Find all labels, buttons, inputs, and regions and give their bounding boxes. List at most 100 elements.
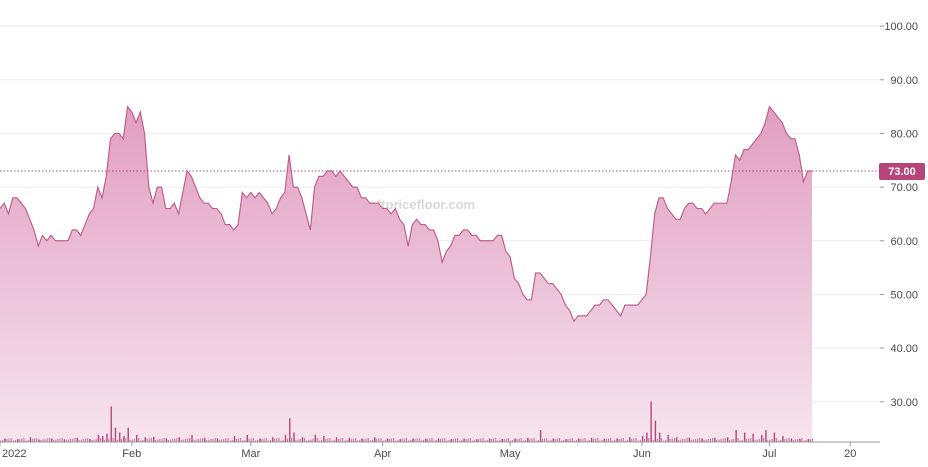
volume-bar-base — [2, 440, 4, 442]
volume-bar-base — [733, 439, 735, 442]
volume-bar-base — [739, 440, 741, 442]
volume-bar-base — [252, 438, 254, 442]
volume-bar-base — [588, 440, 590, 442]
volume-bar-base — [508, 438, 510, 442]
volume-bar-base — [522, 440, 524, 442]
price-tag-label: 73.00 — [888, 166, 916, 178]
volume-bar-base — [582, 438, 584, 442]
volume-bar-base — [586, 440, 588, 442]
volume-bar-base — [465, 439, 467, 442]
volume-bar-base — [161, 438, 163, 442]
y-tick-label: 60.00 — [890, 236, 918, 248]
volume-bar-base — [48, 438, 50, 442]
y-tick-label: 30.00 — [890, 397, 918, 409]
volume-bar-base — [452, 439, 454, 442]
volume-bar-base — [775, 438, 777, 442]
volume-bar-base — [93, 439, 95, 442]
x-tick-label: Mar — [241, 448, 260, 460]
volume-bar-base — [85, 438, 87, 442]
current-price-tag: 73.00 — [879, 162, 925, 180]
volume-bar-base — [684, 438, 686, 442]
volume-bar-base — [663, 440, 665, 442]
volume-bar-base — [569, 438, 571, 442]
volume-bar-base — [573, 440, 575, 442]
volume-bar-base — [235, 439, 237, 442]
volume-bar-base — [187, 438, 189, 442]
volume-bar — [38, 439, 40, 442]
volume-bar — [760, 434, 763, 443]
volume-bar-base — [87, 438, 89, 442]
volume-bar — [314, 434, 316, 443]
volume-bar — [289, 418, 291, 442]
volume-bar-base — [709, 438, 711, 442]
volume-bar-base — [34, 438, 36, 442]
volume-bar-base — [346, 440, 348, 442]
volume-bar-base — [699, 438, 701, 442]
volume-bar — [106, 433, 108, 442]
volume-bar — [650, 401, 652, 443]
volume-bar — [348, 437, 350, 442]
volume-bar — [527, 437, 529, 442]
volume-bar-base — [720, 439, 722, 442]
volume-bar-base — [656, 439, 658, 442]
volume-bar-base — [174, 438, 176, 442]
volume-bar — [178, 437, 180, 442]
volume-bar — [450, 439, 453, 442]
volume-bar — [374, 437, 376, 442]
volume-bar-base — [474, 440, 476, 442]
volume-bar-base — [327, 438, 329, 442]
volume-bar-base — [561, 440, 563, 442]
volume-bar-base — [682, 439, 684, 442]
volume-bar-base — [331, 440, 333, 442]
volume-bar-base — [788, 438, 790, 442]
volume-bar-base — [218, 440, 220, 442]
volume-bar-base — [499, 440, 501, 442]
volume-bar-base — [737, 438, 739, 442]
volume-bar-base — [503, 439, 505, 442]
volume-bar-base — [620, 438, 622, 442]
volume-bar-base — [533, 438, 535, 442]
volume-bar — [4, 438, 6, 442]
volume-bar-base — [731, 439, 733, 442]
volume-bar-base — [794, 439, 796, 442]
volume-bar-base — [435, 440, 437, 442]
volume-bar — [29, 437, 32, 442]
volume-bar-base — [556, 438, 558, 442]
volume-bar-base — [469, 438, 471, 442]
volume-bar-base — [189, 438, 191, 442]
volume-bar-base — [46, 438, 48, 442]
volume-bar-base — [457, 438, 458, 442]
volume-bar-base — [104, 440, 106, 442]
volume-bar-base — [695, 439, 697, 442]
volume-bar-base — [59, 438, 61, 442]
volume-bar-base — [19, 439, 21, 442]
volume-bar-base — [571, 438, 573, 442]
volume-bar — [102, 436, 104, 442]
volume-bar-base — [257, 440, 259, 442]
volume-bar-base — [624, 440, 626, 442]
volume-bar-base — [61, 438, 63, 442]
volume-bar-base — [210, 439, 212, 442]
volume-bar-base — [801, 438, 803, 442]
volume-bar-base — [520, 438, 522, 442]
volume-bar-base — [357, 440, 359, 442]
volume-bar-base — [467, 438, 469, 442]
volume-bar — [233, 436, 236, 442]
volume-bar-base — [195, 439, 197, 442]
volume-bar-base — [803, 440, 805, 442]
volume-bar-base — [661, 438, 663, 442]
price-area — [0, 105, 812, 442]
volume-bar-base — [310, 439, 312, 442]
volume-bar-base — [777, 440, 779, 442]
x-tick-label: Feb — [122, 448, 141, 460]
volume-bar-base — [80, 439, 82, 442]
volume-bar-base — [278, 438, 280, 442]
volume-bar-base — [495, 438, 497, 442]
volume-bar-base — [639, 440, 641, 442]
volume-bar-base — [554, 439, 556, 442]
volume-bar-base — [25, 440, 27, 442]
volume-bar-base — [797, 439, 799, 442]
volume-bar — [386, 438, 389, 442]
volume-bar-base — [231, 440, 233, 442]
